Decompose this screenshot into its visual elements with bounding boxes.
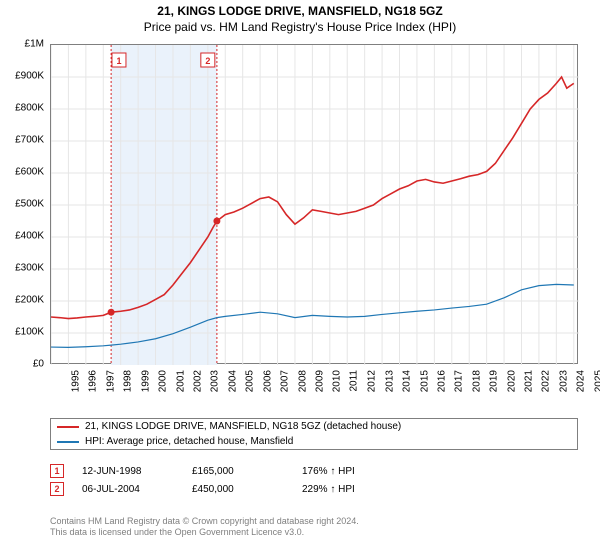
footer-line-2: This data is licensed under the Open Gov… (50, 527, 359, 538)
legend-label: HPI: Average price, detached house, Mans… (85, 436, 293, 447)
y-tick-label: £1M (0, 39, 44, 50)
y-tick-label: £400K (0, 231, 44, 242)
sale-price: £165,000 (192, 466, 302, 477)
plot-area: 12 (50, 44, 578, 364)
legend-item: HPI: Average price, detached house, Mans… (51, 434, 577, 449)
legend-box: 21, KINGS LODGE DRIVE, MANSFIELD, NG18 5… (50, 418, 578, 450)
y-tick-label: £200K (0, 295, 44, 306)
y-tick-label: £300K (0, 263, 44, 274)
x-tick-label: 2006 (262, 370, 273, 392)
x-tick-label: 2019 (488, 370, 499, 392)
sale-date: 06-JUL-2004 (82, 484, 192, 495)
x-tick-label: 2007 (279, 370, 290, 392)
x-tick-label: 1997 (105, 370, 116, 392)
y-tick-label: £900K (0, 71, 44, 82)
legend-item: 21, KINGS LODGE DRIVE, MANSFIELD, NG18 5… (51, 419, 577, 434)
x-tick-label: 2022 (541, 370, 552, 392)
footer-line-1: Contains HM Land Registry data © Crown c… (50, 516, 359, 527)
x-tick-label: 1995 (70, 370, 81, 392)
chart-subtitle: Price paid vs. HM Land Registry's House … (0, 18, 600, 40)
sales-table: 1 12-JUN-1998£165,000176% ↑ HPI 2 06-JUL-20… (50, 464, 412, 500)
x-tick-label: 2002 (192, 370, 203, 392)
sale-row: 1 12-JUN-1998£165,000176% ↑ HPI (50, 464, 412, 478)
y-tick-label: £600K (0, 167, 44, 178)
sale-date: 12-JUN-1998 (82, 466, 192, 477)
plot-svg: 12 (51, 45, 579, 365)
x-tick-label: 2023 (558, 370, 569, 392)
x-tick-label: 1998 (123, 370, 134, 392)
sale-price: £450,000 (192, 484, 302, 495)
legend-swatch (57, 426, 79, 428)
footer-attribution: Contains HM Land Registry data © Crown c… (50, 516, 359, 539)
svg-text:1: 1 (116, 56, 121, 66)
svg-text:2: 2 (205, 56, 210, 66)
chart-container: 21, KINGS LODGE DRIVE, MANSFIELD, NG18 5… (0, 0, 600, 560)
x-tick-label: 2020 (506, 370, 517, 392)
x-tick-label: 2014 (401, 370, 412, 392)
x-tick-label: 2003 (210, 370, 221, 392)
x-tick-label: 2011 (348, 370, 359, 392)
y-tick-label: £500K (0, 199, 44, 210)
sale-marker: 1 (50, 464, 64, 478)
x-tick-label: 2012 (366, 370, 377, 392)
x-tick-label: 2000 (157, 370, 168, 392)
y-tick-label: £0 (0, 359, 44, 370)
x-tick-label: 2010 (332, 370, 343, 392)
x-tick-label: 2025 (593, 370, 600, 392)
sale-row: 2 06-JUL-2004£450,000229% ↑ HPI (50, 482, 412, 496)
x-tick-label: 2009 (314, 370, 325, 392)
x-tick-label: 2013 (384, 370, 395, 392)
x-tick-label: 2018 (471, 370, 482, 392)
sale-delta: 176% ↑ HPI (302, 466, 412, 477)
x-tick-label: 2008 (297, 370, 308, 392)
x-tick-label: 2021 (523, 370, 534, 392)
sale-delta: 229% ↑ HPI (302, 484, 412, 495)
legend-label: 21, KINGS LODGE DRIVE, MANSFIELD, NG18 5… (85, 421, 401, 432)
x-tick-label: 2024 (576, 370, 587, 392)
chart-title: 21, KINGS LODGE DRIVE, MANSFIELD, NG18 5… (0, 0, 600, 18)
x-tick-label: 1999 (140, 370, 151, 392)
x-tick-label: 2017 (454, 370, 465, 392)
x-tick-label: 2001 (175, 370, 186, 392)
x-tick-label: 1996 (88, 370, 99, 392)
y-tick-label: £100K (0, 327, 44, 338)
sale-marker: 2 (50, 482, 64, 496)
x-tick-label: 2016 (436, 370, 447, 392)
x-tick-label: 2005 (245, 370, 256, 392)
x-tick-label: 2004 (227, 370, 238, 392)
y-tick-label: £700K (0, 135, 44, 146)
legend-swatch (57, 441, 79, 443)
y-tick-label: £800K (0, 103, 44, 114)
x-tick-label: 2015 (419, 370, 430, 392)
